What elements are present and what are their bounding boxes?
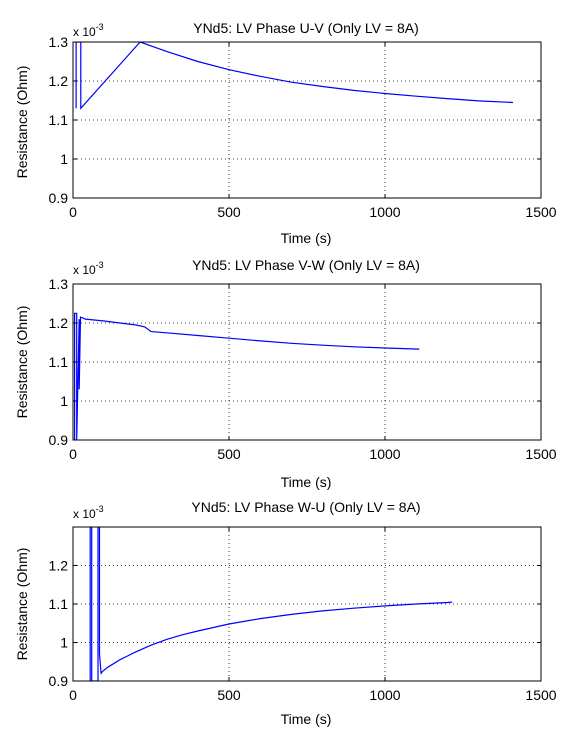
y-axis-label: Resistance (Ohm) <box>14 306 30 419</box>
subplot-phase-v-w: YNd5: LV Phase V-W (Only LV = 8A) x 10-3… <box>14 257 557 490</box>
y-multiplier: x 10-3 <box>73 22 104 39</box>
x-tick-label: 0 <box>69 687 77 703</box>
data-series <box>75 42 513 110</box>
data-series <box>89 527 453 681</box>
y-tick-label: 0.9 <box>49 190 69 206</box>
y-tick-label: 1.1 <box>49 112 69 128</box>
x-axis-label: Time (s) <box>281 711 332 727</box>
grid-lines <box>72 283 542 441</box>
y-tick-label: 0.9 <box>49 673 69 689</box>
data-series <box>73 312 420 440</box>
y-multiplier-exponent: -3 <box>96 504 104 514</box>
y-multiplier-base: x 10 <box>73 507 96 521</box>
plot-frame <box>72 283 542 441</box>
y-axis-label: Resistance (Ohm) <box>14 66 30 179</box>
x-tick-label: 500 <box>217 687 241 703</box>
y-tick-label: 1 <box>60 151 68 167</box>
y-tick-label: 1 <box>60 635 68 651</box>
y-axis-label: Resistance (Ohm) <box>14 548 30 661</box>
y-tick-label: 0.9 <box>49 432 69 448</box>
x-tick-label: 0 <box>69 446 77 462</box>
x-tick-label: 1500 <box>525 687 556 703</box>
subplot-phase-u-v: YNd5: LV Phase U-V (Only LV = 8A) x 10-3… <box>14 20 557 246</box>
y-multiplier-exponent: -3 <box>96 22 104 32</box>
y-tick-label: 1.2 <box>49 558 69 574</box>
chart-title: YNd5: LV Phase W-U (Only LV = 8A) <box>191 499 420 515</box>
x-axis-label: Time (s) <box>281 230 332 246</box>
series-line <box>75 42 513 110</box>
tick-marks <box>72 41 542 199</box>
y-tick-label: 1.1 <box>49 596 69 612</box>
subplot-phase-w-u: YNd5: LV Phase W-U (Only LV = 8A) x 10-3… <box>14 499 557 727</box>
y-tick-label: 1 <box>60 393 68 409</box>
chart-title: YNd5: LV Phase U-V (Only LV = 8A) <box>193 20 419 36</box>
plot-frame <box>72 41 542 199</box>
x-tick-label: 500 <box>217 204 241 220</box>
x-tick-label: 0 <box>69 204 77 220</box>
y-multiplier-base: x 10 <box>73 263 96 277</box>
x-tick-label: 1000 <box>369 204 400 220</box>
x-axis-label: Time (s) <box>281 474 332 490</box>
x-tick-label: 1500 <box>525 446 556 462</box>
series-line <box>73 312 420 440</box>
tick-marks <box>72 283 542 441</box>
y-multiplier-exponent: -3 <box>96 260 104 270</box>
x-tick-label: 1000 <box>369 446 400 462</box>
y-tick-label: 1.2 <box>49 73 69 89</box>
grid-lines <box>72 41 542 199</box>
y-tick-label: 1.1 <box>49 354 69 370</box>
x-tick-label: 1500 <box>525 204 556 220</box>
y-tick-label: 1.3 <box>49 276 69 292</box>
grid-lines <box>72 527 542 682</box>
y-multiplier: x 10-3 <box>73 504 104 521</box>
series-line <box>89 527 453 681</box>
x-tick-label: 1000 <box>369 687 400 703</box>
y-tick-label: 1.2 <box>49 315 69 331</box>
plot-frame <box>72 526 542 682</box>
tick-marks <box>72 527 542 682</box>
y-multiplier: x 10-3 <box>73 260 104 277</box>
chart-title: YNd5: LV Phase V-W (Only LV = 8A) <box>192 257 420 273</box>
x-tick-label: 500 <box>217 446 241 462</box>
y-tick-label: 1.3 <box>49 34 69 50</box>
y-multiplier-base: x 10 <box>73 25 96 39</box>
